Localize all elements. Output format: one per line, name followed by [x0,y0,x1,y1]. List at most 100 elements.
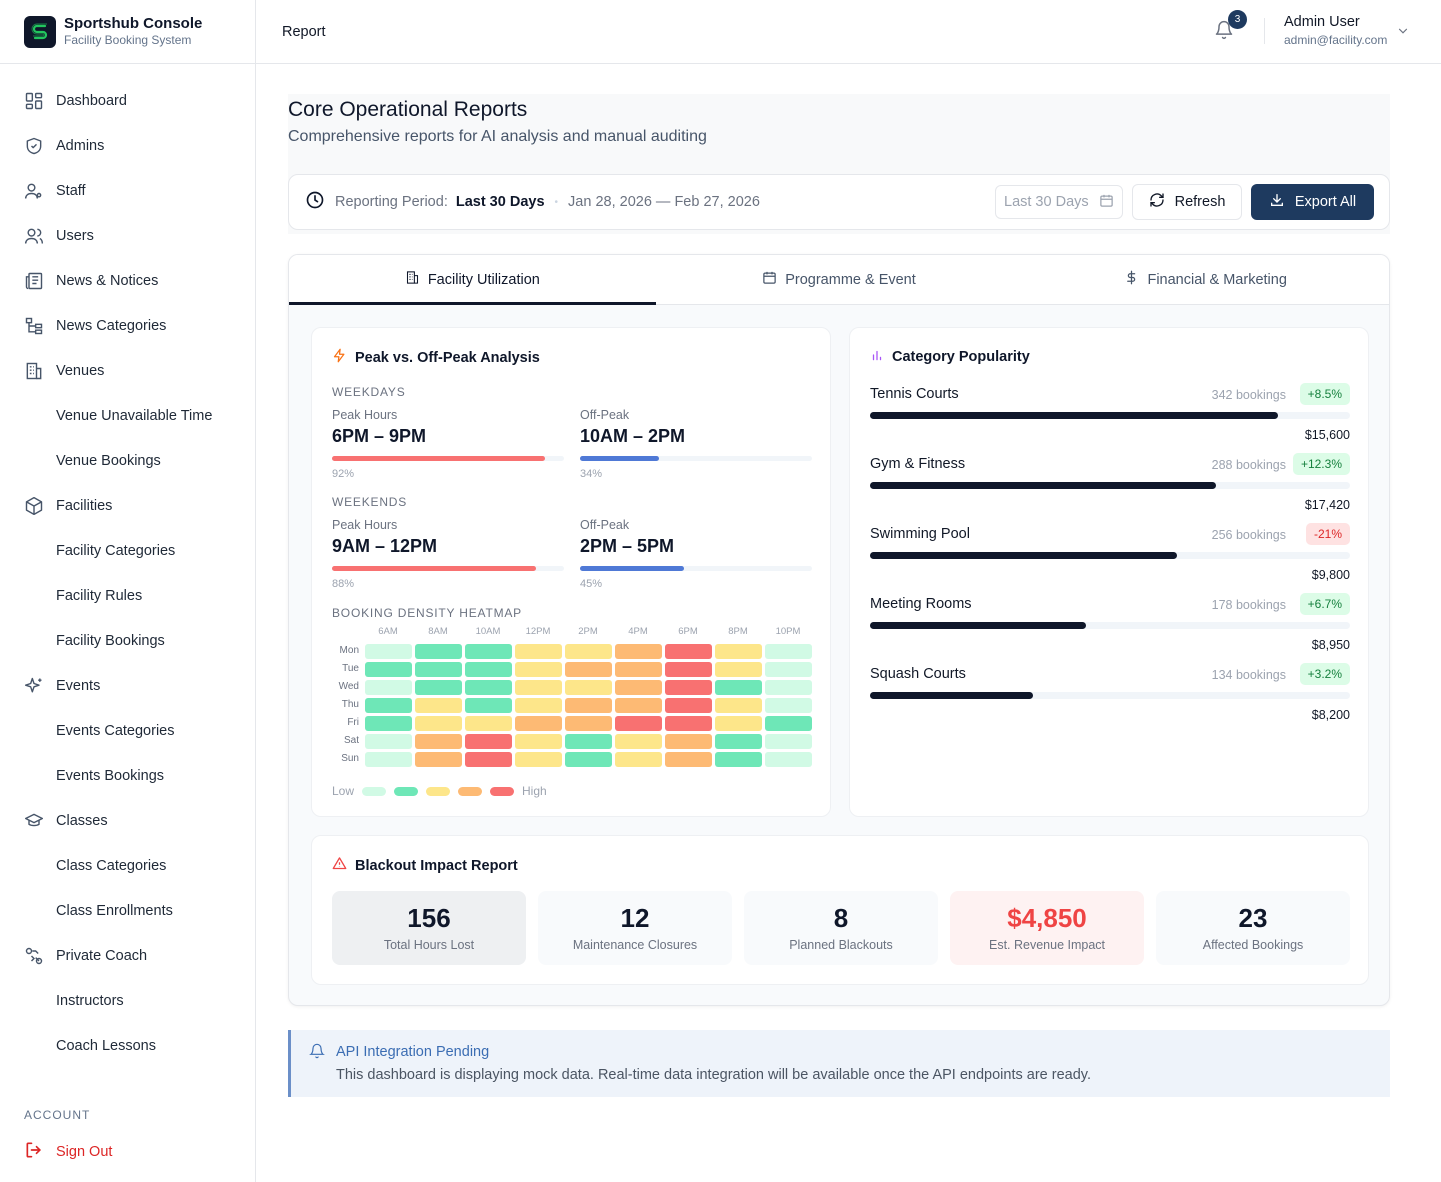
refresh-label: Refresh [1174,194,1226,210]
sidebar-item-events[interactable]: Events [0,663,255,708]
sidebar: Sportshub Console Facility Booking Syste… [0,0,256,1182]
stat-value: 156 [407,903,451,933]
heatmap-day-label: Mon [339,645,359,656]
sidebar-item-admins[interactable]: Admins [0,123,255,168]
heatmap-cell [765,662,812,677]
sidebar-item-class-enrollments[interactable]: Class Enrollments [0,888,255,933]
topbar: Report 3 Admin User admin@facility.com [256,0,1441,64]
lightning-icon [332,348,347,367]
sidebar-item-facility-bookings[interactable]: Facility Bookings [0,618,255,663]
peak-offpeak-card: Peak vs. Off-Peak Analysis WEEKDAYS Peak… [311,327,831,817]
heatmap-day-label: Sun [341,753,359,764]
blackout-impact-card: Blackout Impact Report 156 Total Hours Lo… [311,835,1369,985]
heatmap-cell [365,698,412,713]
calendar-icon [1099,193,1114,212]
heatmap-cell [415,644,462,659]
category-bar-fill [870,692,1034,699]
peak-offpeak-title-text: Peak vs. Off-Peak Analysis [355,349,540,366]
heatmap-cell [565,680,612,695]
sidebar-item-staff[interactable]: Staff [0,168,255,213]
sidebar-item-label: Venues [56,362,105,379]
stat-value: 8 [833,903,849,933]
user-menu[interactable]: Admin User admin@facility.com [1284,14,1387,47]
heatmap-cell [765,644,812,659]
building-icon [405,270,420,289]
sidebar-item-label: Events [56,677,101,694]
sidebar-item-private-coach[interactable]: Private Coach [0,933,255,978]
chevron-down-icon[interactable] [1396,24,1410,43]
sidebar-item-dashboard[interactable]: Dashboard [0,78,255,123]
page-header: Core Operational Reports Comprehensive r… [288,94,1390,234]
sidebar-item-venue-bookings[interactable]: Venue Bookings [0,438,255,483]
slot-time: 10AM – 2PM [580,426,686,446]
sidebar-item-instructors[interactable]: Instructors [0,978,255,1023]
export-all-button[interactable]: Export All [1251,184,1374,220]
shield-icon [24,136,44,156]
tab-financial-marketing[interactable]: Financial & Marketing [1022,255,1389,304]
page-title: Core Operational Reports [288,98,528,121]
slot-time: 6PM – 9PM [332,426,427,446]
slot-label: Off-Peak [580,408,630,422]
slot-time: 9AM – 12PM [332,536,438,556]
heatmap-cell [765,752,812,767]
heatmap-cell [665,680,712,695]
heatmap-cell [515,644,562,659]
sidebar-item-facilities[interactable]: Facilities [0,483,255,528]
period-select[interactable]: Last 30 Days [995,185,1123,219]
sidebar-item-facility-rules[interactable]: Facility Rules [0,573,255,618]
heatmap-cell [765,698,812,713]
brand-logo [24,15,56,48]
sidebar-item-classes[interactable]: Classes [0,798,255,843]
sidebar-item-news-categories[interactable]: News Categories [0,303,255,348]
heatmap-cell [415,662,462,677]
heatmap-legend: Low High [332,784,547,798]
category-bar-fill [870,412,1278,419]
heatmap-cell [365,644,412,659]
category-bookings: 342 bookings [1211,388,1286,402]
category-bookings: 256 bookings [1211,528,1286,542]
category-bar-track [870,482,1350,489]
refresh-button[interactable]: Refresh [1132,184,1242,220]
heatmap-cell [665,734,712,749]
sidebar-item-facility-categories[interactable]: Facility Categories [0,528,255,573]
stat-label: Maintenance Closures [572,938,698,952]
heatmap-label: BOOKING DENSITY HEATMAP [332,606,522,620]
tab-facility-utilization[interactable]: Facility Utilization [289,255,656,305]
stat-value: 12 [620,903,650,933]
blackout-impact-title-text: Blackout Impact Report [355,857,518,874]
period-range: Jan 28, 2026 — Feb 27, 2026 [568,194,760,210]
category-bar-fill [870,622,1086,629]
sidebar-item-label: Facility Bookings [56,632,165,649]
sign-out-button[interactable]: Sign Out [24,1140,112,1164]
sidebar-item-news-notices[interactable]: News & Notices [0,258,255,303]
heatmap-cell [665,662,712,677]
heatmap-cell [715,698,762,713]
category-bar-track [870,412,1350,419]
sidebar-item-venue-unavailable-time[interactable]: Venue Unavailable Time [0,393,255,438]
legend-swatch [394,786,419,796]
heatmap-cell [715,752,762,767]
sidebar-item-label: Users [56,227,94,244]
box-icon [24,496,44,516]
sidebar-item-class-categories[interactable]: Class Categories [0,843,255,888]
sidebar-item-venues[interactable]: Venues [0,348,255,393]
notification-badge: 3 [1228,10,1247,29]
sidebar-item-coach-lessons[interactable]: Coach Lessons [0,1023,255,1068]
notification-bell-icon[interactable] [1214,20,1236,42]
heatmap-cell [765,734,812,749]
sidebar-item-events-bookings[interactable]: Events Bookings [0,753,255,798]
sidebar-item-label: Events Categories [56,722,175,739]
sidebar-item-label: Facilities [56,497,113,514]
sidebar-item-events-categories[interactable]: Events Categories [0,708,255,753]
sidebar-item-users[interactable]: Users [0,213,255,258]
category-bar-track [870,692,1350,699]
heatmap-hour-label: 8AM [428,626,448,637]
heatmap-cell [715,734,762,749]
tab-programme-event[interactable]: Programme & Event [656,255,1023,304]
heatmap-cell [665,698,712,713]
category-name: Squash Courts [870,666,966,682]
legend-swatch [458,786,483,796]
download-icon [1269,192,1285,212]
heatmap-cell [415,680,462,695]
slot-label: Peak Hours [332,408,398,422]
